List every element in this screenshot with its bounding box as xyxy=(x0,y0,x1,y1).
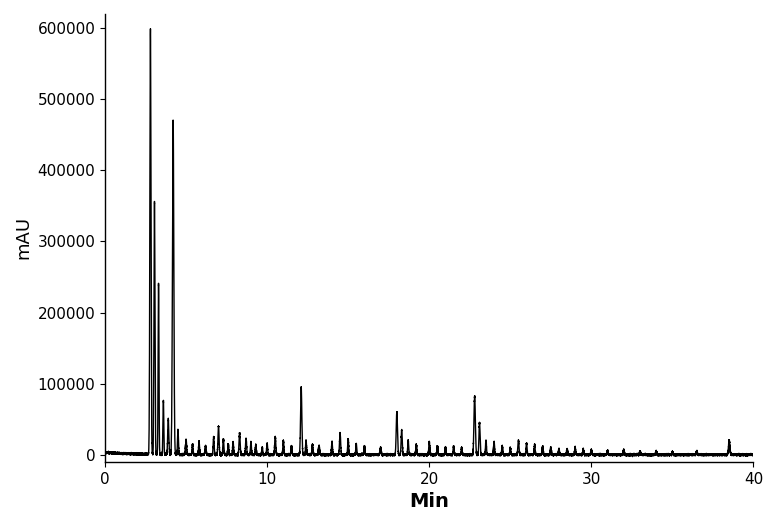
Y-axis label: mAU: mAU xyxy=(14,216,32,259)
X-axis label: Min: Min xyxy=(409,492,449,511)
